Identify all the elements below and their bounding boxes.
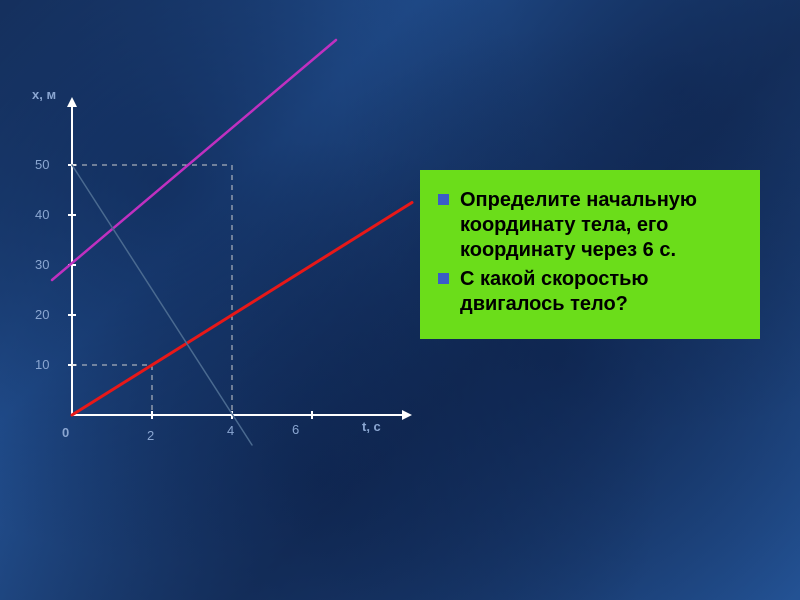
y-tick-40: 40 xyxy=(35,207,49,222)
y-tick-10: 10 xyxy=(35,357,49,372)
x-tick-6: 6 xyxy=(292,422,299,437)
y-tick-50: 50 xyxy=(35,157,49,172)
task-box: Определите начальную координату тела, ег… xyxy=(420,170,760,339)
task-bullet-1: Определите начальную координату тела, ег… xyxy=(438,188,742,263)
x-tick-4: 4 xyxy=(227,423,234,438)
y-tick-30: 30 xyxy=(35,257,49,272)
task-bullet-2: С какой скоростью двигалось тело? xyxy=(438,267,742,317)
chart-svg xyxy=(32,95,412,455)
position-time-chart: x, м t, c 0 10 20 30 40 50 2 4 6 xyxy=(32,95,412,455)
x-axis-label: t, c xyxy=(362,419,381,434)
task-list: Определите начальную координату тела, ег… xyxy=(438,188,742,317)
slide-root: x, м t, c 0 10 20 30 40 50 2 4 6 Определ… xyxy=(0,0,800,600)
task-bullet-1-text: Определите начальную координату тела, ег… xyxy=(460,189,697,261)
y-axis-label: x, м xyxy=(32,87,56,102)
x-tick-2: 2 xyxy=(147,428,154,443)
y-tick-20: 20 xyxy=(35,307,49,322)
task-bullet-2-text: С какой скоростью двигалось тело? xyxy=(460,268,649,315)
origin-label: 0 xyxy=(62,425,69,440)
